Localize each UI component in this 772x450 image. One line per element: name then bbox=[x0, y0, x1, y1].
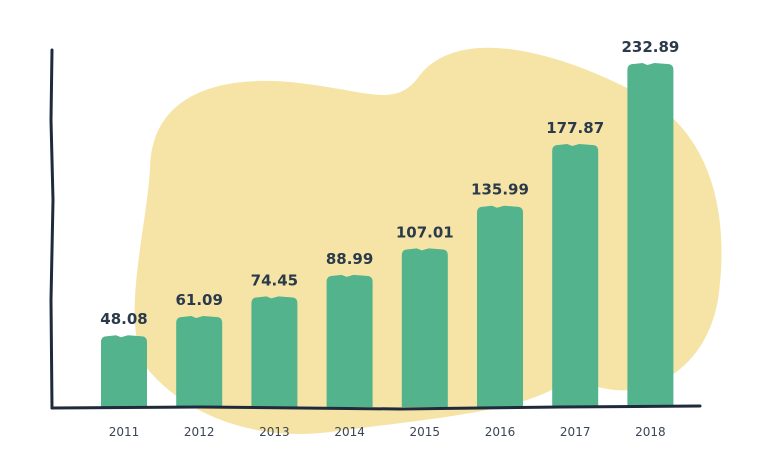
y-axis-line bbox=[49, 48, 55, 410]
bar-2015 bbox=[401, 248, 448, 407]
x-tick-label-2017: 2017 bbox=[560, 425, 591, 439]
x-axis-line bbox=[50, 404, 702, 411]
bar-2017 bbox=[552, 144, 599, 407]
x-tick-label-2015: 2015 bbox=[410, 425, 441, 439]
bar-2014 bbox=[326, 274, 373, 407]
x-tick-label-2014: 2014 bbox=[334, 425, 365, 439]
value-label-2017: 177.87 bbox=[546, 119, 604, 137]
value-label-2013: 74.45 bbox=[251, 271, 298, 289]
value-label-2014: 88.99 bbox=[326, 250, 373, 268]
value-label-2018: 232.89 bbox=[621, 38, 679, 56]
bar-2016 bbox=[477, 205, 523, 407]
bar-2012 bbox=[176, 316, 223, 407]
bar-2011 bbox=[101, 335, 147, 407]
x-tick-label-2016: 2016 bbox=[485, 425, 516, 439]
value-label-2015: 107.01 bbox=[396, 223, 454, 241]
x-tick-label-2011: 2011 bbox=[109, 425, 140, 439]
value-label-2011: 48.08 bbox=[100, 310, 147, 328]
x-tick-label-2012: 2012 bbox=[184, 425, 215, 439]
bar-2013 bbox=[251, 296, 298, 407]
bar-2018 bbox=[627, 63, 674, 407]
x-tick-label-2013: 2013 bbox=[259, 425, 290, 439]
x-tick-label-2018: 2018 bbox=[635, 425, 666, 439]
value-label-2012: 61.09 bbox=[175, 291, 222, 309]
value-label-2016: 135.99 bbox=[471, 181, 529, 199]
